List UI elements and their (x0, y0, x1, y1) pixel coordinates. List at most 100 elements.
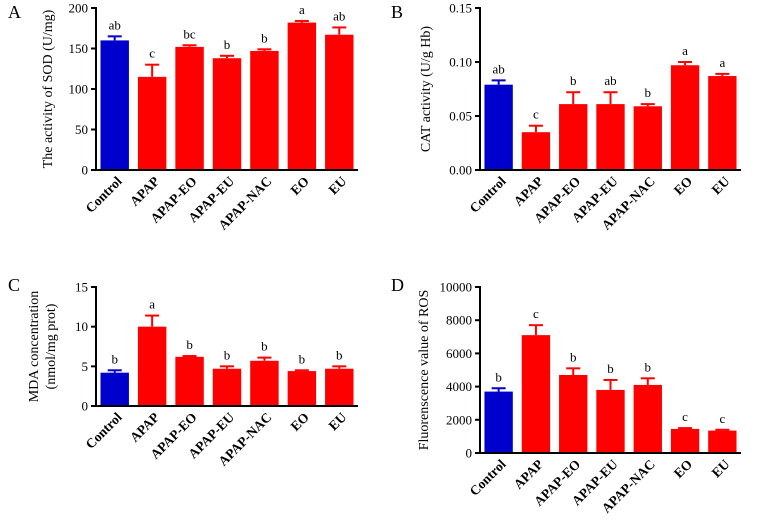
bar-apap-eu (596, 104, 625, 170)
y-tick-label: 4000 (446, 379, 472, 394)
bar-apap-eo (559, 374, 588, 453)
panel-d: D Fluorenscence value of ROS 0 2000 4000 6000… (391, 275, 741, 516)
x-tick-label: EO (671, 174, 695, 198)
significance-label: b (336, 347, 343, 362)
bar-apap (521, 335, 551, 453)
bar-apap (137, 76, 167, 170)
significance-label: a (299, 2, 305, 17)
x-tick-label: APAP (511, 174, 546, 209)
bar-apap-eo (175, 356, 204, 406)
panel-letter: C (8, 275, 20, 295)
significance-label: b (299, 351, 306, 366)
y-axis-title: Fluorenscence value of ROS (417, 290, 432, 451)
x-tick-label: EU (709, 456, 733, 480)
x-tick-label: EU (709, 173, 733, 197)
significance-label: b (224, 347, 231, 362)
bar-apap (521, 132, 551, 170)
significance-label: c (533, 107, 539, 122)
y-tick-label: 0 (466, 446, 473, 461)
panel-letter: D (391, 275, 404, 295)
y-tick-label: 100 (69, 82, 89, 97)
y-tick-label: 0.15 (449, 1, 472, 16)
significance-label: b (570, 73, 577, 88)
significance-label: ab (109, 17, 121, 32)
bar-apap-nac (250, 50, 279, 170)
x-tick-label: EU (326, 173, 350, 197)
bar-apap-nac (633, 106, 662, 170)
bar-apap (137, 326, 167, 406)
y-tick-label: 10000 (440, 280, 473, 295)
significance-label: ab (604, 73, 616, 88)
y-tick-label: 2000 (446, 412, 472, 427)
y-axis-title: The activity of SOD (U/mg) (41, 9, 56, 168)
y-axis-title: MDA concentration (27, 291, 42, 403)
bar-apap-eo (559, 104, 588, 170)
bar-control (484, 391, 513, 453)
significance-label: a (149, 297, 155, 312)
significance-label: bc (183, 26, 196, 41)
significance-label: ab (493, 61, 505, 76)
bar-apap-eu (212, 368, 242, 406)
bar-control (100, 40, 129, 171)
y-tick-label: 15 (75, 280, 88, 295)
significance-label: ab (333, 8, 345, 23)
panel-a: A The activity of SOD (U/mg) 0 50 100 150 200 a… (8, 1, 358, 233)
y-tick-label: 0 (82, 399, 89, 414)
bar-eo (670, 428, 700, 453)
significance-label: b (261, 30, 268, 45)
bar-apap-nac (250, 360, 279, 406)
x-tick-label: APAP (511, 457, 546, 492)
significance-label: b (570, 349, 577, 364)
significance-label: c (149, 46, 155, 61)
x-tick-label: EU (326, 409, 350, 433)
significance-label: b (495, 369, 502, 384)
panel-letter: A (8, 2, 21, 22)
y-axis-title-units: (nmol/mg prot) (44, 303, 59, 389)
x-tick-label: Control (83, 173, 125, 215)
x-tick-label: EO (288, 410, 312, 434)
x-tick-label: Control (467, 456, 509, 498)
y-tick-label: 10 (75, 319, 88, 334)
significance-label: a (682, 43, 688, 58)
bar-control (484, 84, 513, 170)
bar-eo (287, 371, 317, 406)
x-tick-label: EO (288, 174, 312, 198)
x-tick-label: Control (467, 173, 509, 215)
y-tick-label: 0.00 (449, 163, 472, 178)
y-tick-label: 200 (69, 1, 89, 16)
significance-label: b (645, 359, 652, 374)
significance-label: b (111, 351, 118, 366)
significance-label: b (186, 337, 193, 352)
y-tick-label: 0 (82, 163, 89, 178)
bar-apap-eu (596, 389, 625, 453)
bar-apap-nac (633, 384, 662, 453)
bar-eu (708, 430, 737, 453)
y-tick-label: 0.10 (449, 55, 472, 70)
y-tick-label: 0.05 (449, 109, 472, 124)
panel-c: C MDA concentration (nmol/mg prot) 0 5 10 15 b C… (8, 275, 358, 469)
y-tick-label: 5 (82, 359, 89, 374)
significance-label: c (533, 306, 539, 321)
x-tick-label: Control (83, 409, 125, 451)
panel-letter: B (391, 2, 403, 22)
significance-label: b (261, 339, 268, 354)
bar-eo (287, 22, 317, 170)
y-tick-label: 150 (69, 41, 89, 56)
bar-eu (325, 34, 354, 171)
y-tick-label: 8000 (446, 313, 472, 328)
y-axis-title: CAT activity (U/g Hb) (419, 26, 434, 152)
significance-label: c (719, 411, 725, 426)
bar-eu (325, 368, 354, 406)
x-tick-label: APAP (127, 174, 162, 209)
bar-apap-eo (175, 46, 204, 170)
bar-eo (670, 65, 700, 170)
bar-eu (708, 76, 737, 170)
bar-control (100, 372, 129, 406)
x-tick-label: EO (671, 457, 695, 481)
significance-label: a (719, 55, 725, 70)
bar-apap-eu (212, 58, 242, 170)
significance-label: b (224, 37, 231, 52)
y-tick-label: 50 (75, 122, 88, 137)
